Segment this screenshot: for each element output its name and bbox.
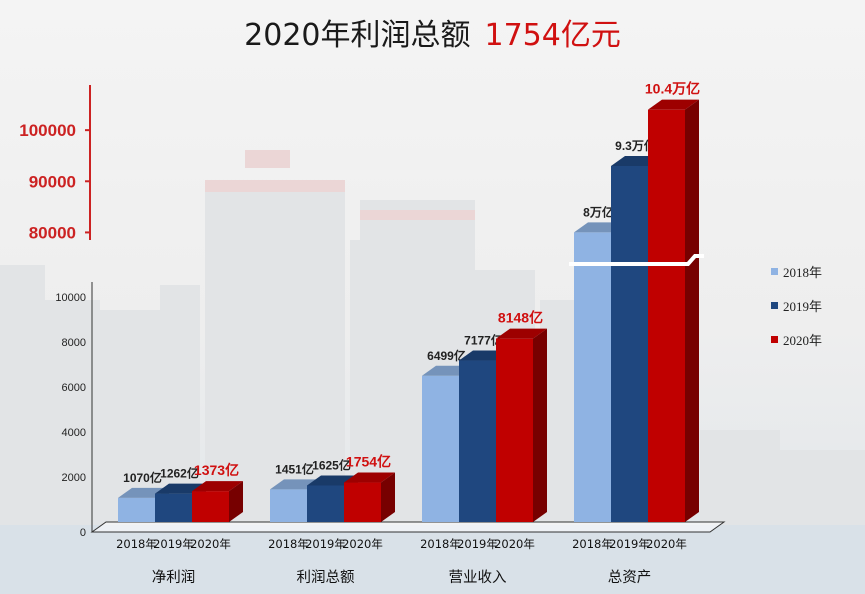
lower-y-tick-label: 10000 [55,292,86,304]
data-label: 1754亿 [346,454,391,470]
legend-item-2018: 2018年 [771,262,822,280]
bar-side-face [229,481,243,522]
bar-营业收入-2020年 [496,338,533,522]
data-label: 8万亿 [583,204,614,219]
data-label: 8148亿 [498,310,543,326]
bar-营业收入-2018年 [422,375,459,522]
legend: 2018年 2019年 2020年 [771,262,822,364]
x-category-label: 总资产 [608,569,652,586]
x-sub-tick-label: 2019年 [609,537,650,551]
legend-label-2019: 2019年 [783,298,823,314]
data-label: 1451亿 [275,461,314,476]
bar-利润总额-2020年 [344,482,381,522]
legend-swatch-2018 [771,267,778,275]
bar-营业收入-2019年 [459,360,496,522]
data-label: 7177亿 [464,333,503,348]
data-label: 9.3万亿 [615,138,656,153]
x-sub-tick-label: 2020年 [342,537,383,551]
bar-净利润-2018年 [118,497,155,522]
legend-label-2018: 2018年 [783,264,823,280]
lower-y-tick-label: 4000 [62,427,86,439]
bar-top-face [648,99,699,110]
x-category-label: 利润总额 [297,569,355,586]
x-sub-tick-label: 2019年 [305,537,346,551]
x-sub-tick-label: 2019年 [457,537,498,551]
bar-净利润-2019年 [155,493,192,522]
data-label: 1262亿 [160,466,199,481]
bar-总资产-2019年 [611,165,648,522]
bar-side-face [533,328,547,522]
lower-y-tick-label: 6000 [62,382,86,394]
x-sub-tick-label: 2018年 [572,537,613,551]
bar-净利润-2020年 [192,491,229,522]
x-sub-tick-label: 2018年 [268,537,309,551]
lower-y-tick-label: 8000 [62,337,86,349]
chart-floor [90,521,726,533]
x-sub-tick-label: 2020年 [646,537,687,551]
title-highlight: 1754亿元 [484,18,621,53]
bar-top-face [496,328,547,339]
bar-利润总额-2018年 [270,489,307,522]
x-category-label: 营业收入 [449,569,507,586]
upper-y-tick-label: 90000 [29,172,76,191]
x-sub-tick-label: 2020年 [494,537,535,551]
data-label: 1070亿 [123,470,162,485]
legend-item-2019: 2019年 [771,296,822,314]
legend-swatch-2020 [771,335,778,343]
upper-y-tick-label: 100000 [19,121,76,140]
bar-side-face [381,472,395,522]
data-label: 1373亿 [194,462,239,478]
legend-item-2020: 2020年 [771,330,822,348]
axis-break-line [569,254,704,266]
data-label: 1625亿 [312,457,351,472]
x-sub-tick-label: 2018年 [116,537,157,551]
legend-swatch-2019 [771,301,778,309]
x-sub-tick-label: 2020年 [190,537,231,551]
data-label: 10.4万亿 [645,81,700,97]
bar-top-face [192,481,243,492]
title-main: 2020年利润总额 [244,18,471,53]
x-sub-tick-label: 2019年 [153,537,194,551]
legend-label-2020: 2020年 [783,332,823,348]
x-sub-tick-label: 2018年 [420,537,461,551]
data-label: 6499亿 [427,348,466,363]
bar-top-face [344,472,395,483]
bar-side-face [685,99,699,522]
upper-y-tick-label: 80000 [29,223,76,242]
x-category-label: 净利润 [152,569,196,586]
bar-总资产-2020年 [648,109,685,522]
lower-y-tick-label: 2000 [62,472,86,484]
bar-总资产-2018年 [574,232,611,522]
chart-title: 2020年利润总额 1754亿元 [0,10,865,54]
lower-y-tick-label: 0 [80,527,86,539]
bar-利润总额-2019年 [307,485,344,522]
